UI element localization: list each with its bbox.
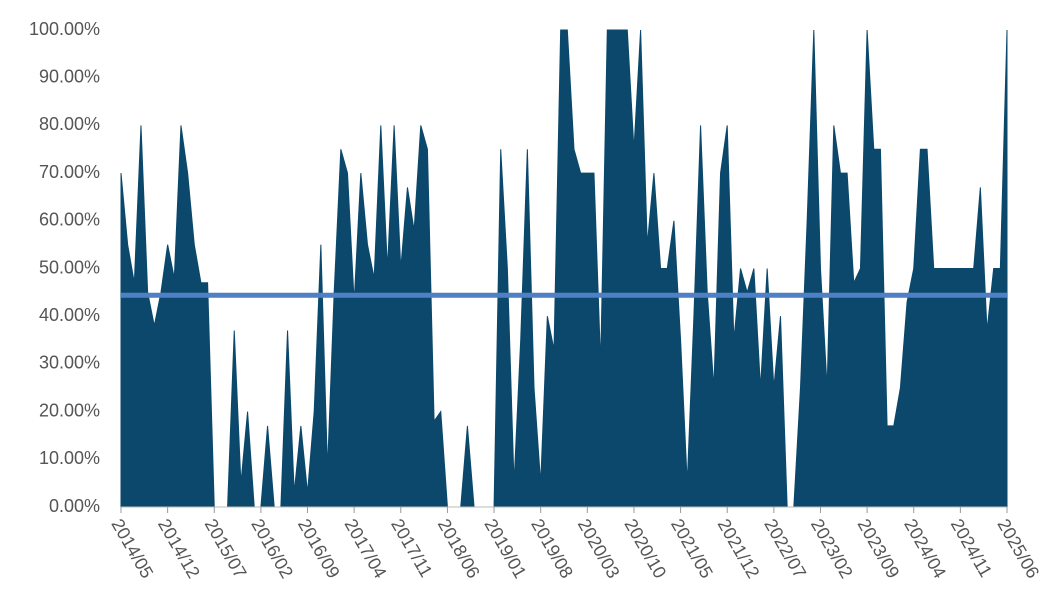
x-tick-label: 2014/12 — [154, 515, 204, 581]
y-tick-label: 0.00% — [49, 496, 100, 516]
x-tick-label: 2019/01 — [480, 515, 530, 581]
y-tick-label: 10.00% — [39, 448, 100, 468]
x-tick-label: 2020/10 — [620, 515, 670, 581]
x-tick-label: 2023/02 — [807, 515, 857, 581]
y-tick-label: 80.00% — [39, 114, 100, 134]
x-tick-label: 2019/08 — [527, 515, 577, 581]
x-tick-label: 2021/05 — [667, 515, 717, 581]
x-tick-label: 2024/04 — [900, 515, 950, 581]
x-tick-label: 2017/11 — [387, 515, 436, 580]
x-tick-label: 2018/06 — [434, 515, 484, 581]
y-tick-label: 70.00% — [39, 162, 100, 182]
y-tick-label: 60.00% — [39, 210, 100, 230]
x-tick-label: 2024/11 — [947, 515, 996, 580]
y-tick-label: 90.00% — [39, 66, 100, 86]
x-tick-label: 2025/06 — [993, 515, 1043, 581]
x-tick-label: 2014/05 — [107, 515, 157, 581]
area — [120, 29, 1008, 508]
x-tick-label: 2015/07 — [201, 515, 251, 581]
x-tick-label: 2020/03 — [574, 515, 624, 581]
x-tick-label: 2022/07 — [760, 515, 810, 581]
y-tick-label: 20.00% — [39, 400, 100, 420]
y-tick-label: 100.00% — [29, 19, 100, 39]
x-tick-label: 2021/12 — [714, 515, 764, 581]
x-tick-label: 2016/02 — [247, 515, 297, 581]
x-tick-label: 2017/04 — [341, 515, 391, 581]
y-tick-label: 40.00% — [39, 305, 100, 325]
x-tick-label: 2023/09 — [854, 515, 904, 581]
x-tick-label: 2016/09 — [294, 515, 344, 581]
y-tick-label: 50.00% — [39, 257, 100, 277]
y-tick-label: 30.00% — [39, 353, 100, 373]
